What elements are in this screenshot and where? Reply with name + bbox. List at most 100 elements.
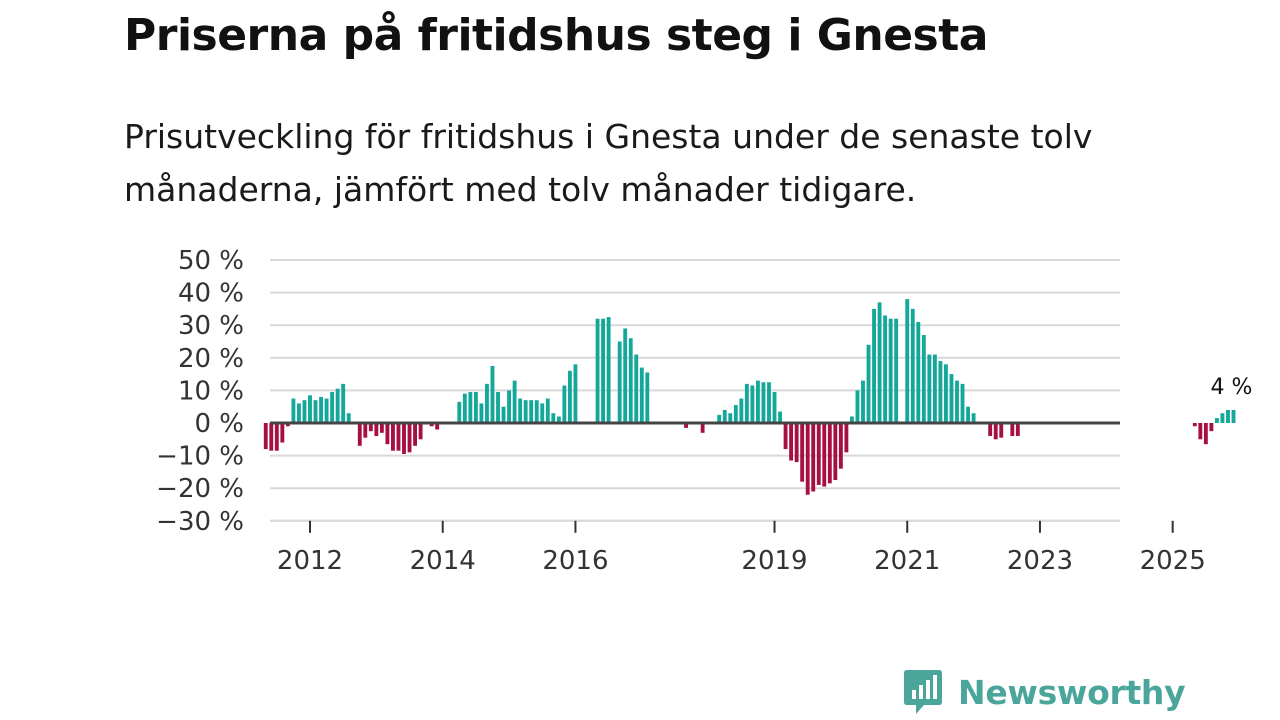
bar — [905, 299, 910, 423]
bar — [496, 392, 500, 423]
bar — [341, 383, 346, 423]
bar — [910, 308, 915, 423]
bar — [457, 401, 462, 423]
bar — [1220, 413, 1225, 423]
bar — [872, 308, 876, 423]
labels: 50 %40 %30 %20 %10 %0 %−10 %−20 %−30 % 20… — [156, 246, 1252, 576]
bar — [1015, 423, 1020, 437]
bar — [529, 400, 534, 423]
x-tick-label: 2023 — [1007, 546, 1073, 576]
x-tick-label: 2014 — [410, 546, 476, 576]
bar — [755, 380, 760, 423]
bar — [949, 374, 954, 423]
bar — [523, 400, 528, 423]
y-tick-label: 20 % — [178, 344, 244, 374]
bar — [363, 423, 368, 438]
bar — [368, 423, 373, 432]
bar — [805, 423, 810, 495]
bar — [413, 423, 417, 446]
bar — [855, 390, 860, 423]
bar — [407, 423, 412, 453]
bar — [545, 398, 550, 423]
bar — [971, 413, 976, 423]
bar — [473, 392, 478, 423]
bar — [324, 398, 329, 423]
bar — [518, 398, 523, 423]
bar — [850, 416, 854, 423]
bar — [617, 341, 622, 423]
axes — [270, 421, 1174, 533]
bar — [540, 403, 545, 423]
bar — [938, 361, 943, 423]
bar — [1198, 423, 1203, 440]
bar — [739, 398, 744, 423]
bar — [634, 354, 639, 423]
bar — [285, 423, 290, 427]
bar — [955, 380, 959, 423]
bar — [794, 423, 799, 463]
bar — [960, 383, 965, 423]
bar — [811, 423, 816, 492]
bar — [573, 364, 578, 423]
bar — [877, 302, 882, 423]
y-tick-label: −10 % — [156, 442, 244, 472]
y-tick-label: 50 % — [178, 246, 244, 276]
y-tick-label: −20 % — [156, 474, 244, 504]
x-tick-label: 2016 — [542, 546, 608, 576]
bar — [319, 396, 323, 423]
newsworthy-logo-text: Newsworthy — [958, 672, 1186, 712]
bar — [717, 414, 722, 423]
bar — [1214, 418, 1219, 423]
bar — [883, 315, 888, 423]
bar — [988, 423, 993, 437]
bar — [844, 423, 849, 453]
bar — [966, 406, 970, 423]
bar — [639, 367, 644, 423]
bar — [1203, 423, 1208, 445]
y-tick-label: 40 % — [178, 279, 244, 309]
chart-title: Priserna på fritidshus steg i Gnesta — [124, 10, 988, 61]
newsworthy-logo-icon — [904, 670, 942, 714]
bar — [357, 423, 362, 446]
bar — [789, 423, 794, 461]
grid-lines — [270, 259, 1120, 522]
bar — [435, 423, 440, 430]
bar — [916, 321, 921, 423]
newsworthy-logo[interactable]: Newsworthy — [902, 668, 1186, 716]
bar — [783, 423, 788, 450]
bar — [462, 393, 467, 423]
bar — [894, 318, 899, 423]
bar — [866, 344, 871, 423]
bar — [308, 395, 312, 423]
bar — [827, 423, 832, 484]
bar — [816, 423, 821, 485]
y-tick-label: 30 % — [178, 311, 244, 341]
bar — [556, 416, 561, 423]
bar — [1226, 409, 1230, 423]
y-tick-label: 0 % — [194, 409, 244, 439]
bar — [507, 390, 512, 423]
y-tick-label: 10 % — [178, 376, 244, 406]
bar — [302, 400, 307, 423]
x-tick-label: 2012 — [277, 546, 343, 576]
bar — [800, 423, 805, 482]
bar — [263, 423, 268, 450]
bar — [921, 334, 926, 423]
x-tick-label: 2025 — [1140, 546, 1206, 576]
bar — [595, 318, 600, 423]
bar — [822, 423, 827, 487]
last-value-label: 4 % — [1211, 375, 1253, 400]
x-tick-label: 2019 — [741, 546, 807, 576]
bar — [391, 423, 395, 451]
bar — [297, 403, 301, 423]
bar — [932, 354, 937, 423]
bar — [628, 338, 633, 423]
bar — [402, 423, 406, 454]
bar — [761, 382, 766, 423]
bar — [684, 423, 688, 428]
bar — [778, 411, 782, 423]
bar — [733, 405, 738, 423]
bar — [501, 406, 506, 423]
bar — [927, 354, 932, 423]
